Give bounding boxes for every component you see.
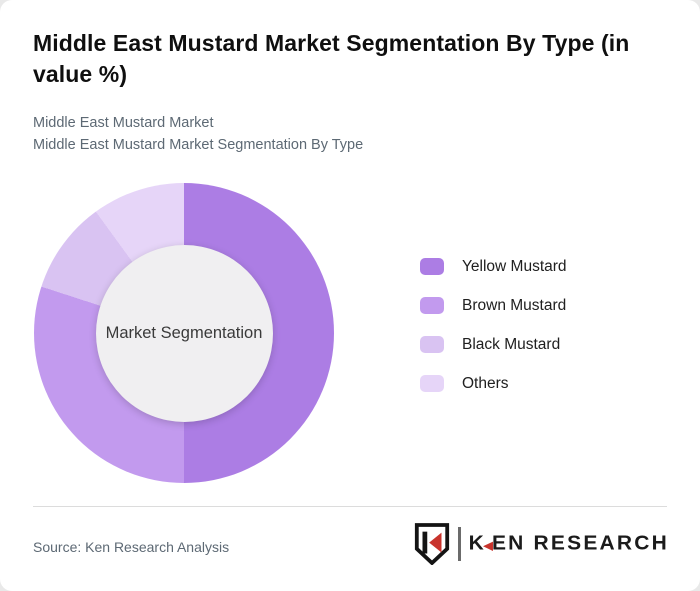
chart-subtitles: Middle East Mustard Market Middle East M…	[33, 113, 363, 156]
donut-center-label: Market Segmentation	[105, 323, 263, 342]
legend-item-others: Others	[420, 375, 567, 392]
legend-swatch-icon	[420, 297, 444, 314]
chart-title: Middle East Mustard Market Segmentation …	[33, 30, 630, 88]
logo-wordmark: K◀EN RESEARCH	[469, 533, 669, 556]
logo-letter-k: K	[468, 532, 486, 555]
ken-research-logo: K◀EN RESEARCH	[413, 523, 669, 565]
shield-k-icon	[414, 523, 449, 565]
source-note: Source: Ken Research Analysis	[33, 539, 230, 555]
red-triangle-icon: ◀	[482, 538, 493, 553]
legend-label: Others	[462, 374, 509, 392]
donut-chart: Market Segmentation	[34, 183, 334, 483]
subtitle-line-2: Middle East Mustard Market Segmentation …	[33, 136, 364, 153]
logo-separator	[457, 527, 461, 561]
logo-rest: EN RESEARCH	[491, 532, 669, 555]
legend-item-brown-mustard: Brown Mustard	[420, 297, 567, 314]
legend-item-yellow-mustard: Yellow Mustard	[420, 258, 567, 275]
footer-divider	[33, 506, 667, 507]
donut-hole: Market Segmentation	[95, 244, 273, 422]
legend-label: Black Mustard	[462, 335, 561, 353]
subtitle-line-1: Middle East Mustard Market	[33, 115, 214, 131]
legend-swatch-icon	[420, 258, 444, 275]
legend-item-black-mustard: Black Mustard	[420, 336, 567, 353]
legend-label: Brown Mustard	[462, 296, 567, 314]
legend-label: Yellow Mustard	[462, 257, 567, 275]
legend-swatch-icon	[420, 375, 444, 392]
chart-legend: Yellow Mustard Brown Mustard Black Mustard…	[420, 258, 567, 414]
legend-swatch-icon	[420, 336, 444, 353]
donut-ring: Market Segmentation	[34, 183, 334, 483]
